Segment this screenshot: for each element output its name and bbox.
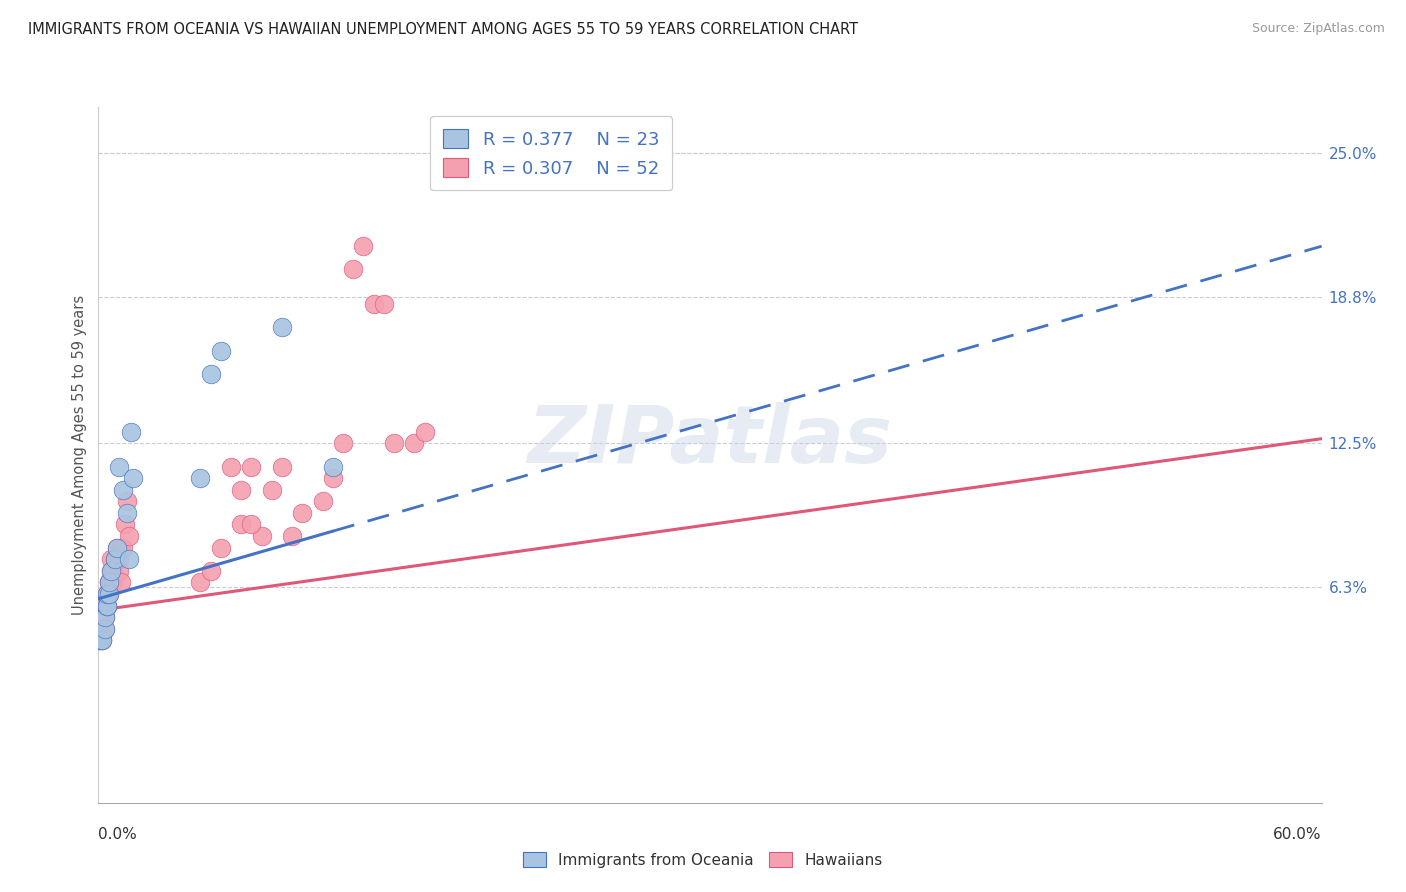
Point — [118, 529, 141, 543]
Point — [240, 459, 263, 474]
Point — [91, 633, 114, 648]
Point — [312, 494, 335, 508]
Text: 60.0%: 60.0% — [1274, 827, 1322, 841]
Point — [382, 436, 405, 450]
Point — [97, 575, 120, 590]
Point — [93, 622, 115, 636]
Text: Source: ZipAtlas.com: Source: ZipAtlas.com — [1251, 22, 1385, 36]
Point — [231, 517, 253, 532]
Point — [209, 541, 232, 555]
Point — [200, 564, 222, 578]
Point — [114, 517, 136, 532]
Point — [100, 564, 122, 578]
Point — [111, 483, 134, 497]
Point — [240, 517, 263, 532]
Point — [373, 297, 395, 311]
Point — [91, 633, 114, 648]
Point — [363, 297, 385, 311]
Point — [96, 587, 118, 601]
Point — [97, 587, 120, 601]
Point — [97, 575, 120, 590]
Point — [101, 564, 124, 578]
Point — [96, 599, 118, 613]
Point — [115, 494, 138, 508]
Point — [122, 471, 145, 485]
Legend: R = 0.377    N = 23, R = 0.307    N = 52: R = 0.377 N = 23, R = 0.307 N = 52 — [430, 116, 672, 190]
Point — [270, 459, 294, 474]
Point — [260, 483, 283, 497]
Point — [89, 622, 111, 636]
Point — [110, 541, 132, 555]
Point — [97, 575, 120, 590]
Point — [342, 262, 364, 277]
Point — [291, 506, 314, 520]
Point — [209, 343, 232, 358]
Point — [352, 239, 374, 253]
Point — [188, 575, 212, 590]
Point — [108, 459, 131, 474]
Y-axis label: Unemployment Among Ages 55 to 59 years: Unemployment Among Ages 55 to 59 years — [72, 295, 87, 615]
Point — [96, 599, 118, 613]
Point — [104, 552, 127, 566]
Point — [413, 425, 436, 439]
Point — [96, 599, 118, 613]
Point — [322, 471, 344, 485]
Point — [120, 425, 142, 439]
Point — [93, 622, 115, 636]
Point — [100, 552, 122, 566]
Text: ZIPatlas: ZIPatlas — [527, 402, 893, 480]
Point — [105, 541, 128, 555]
Point — [97, 587, 120, 601]
Point — [332, 436, 354, 450]
Text: 0.0%: 0.0% — [98, 827, 138, 841]
Legend: Immigrants from Oceania, Hawaiians: Immigrants from Oceania, Hawaiians — [516, 844, 890, 875]
Point — [93, 610, 115, 624]
Point — [118, 552, 141, 566]
Point — [322, 459, 344, 474]
Point — [108, 564, 131, 578]
Point — [93, 599, 115, 613]
Point — [101, 575, 124, 590]
Text: IMMIGRANTS FROM OCEANIA VS HAWAIIAN UNEMPLOYMENT AMONG AGES 55 TO 59 YEARS CORRE: IMMIGRANTS FROM OCEANIA VS HAWAIIAN UNEM… — [28, 22, 858, 37]
Point — [281, 529, 304, 543]
Point — [105, 552, 128, 566]
Point — [115, 506, 138, 520]
Point — [250, 529, 273, 543]
Point — [219, 459, 242, 474]
Point — [110, 575, 132, 590]
Point — [93, 610, 115, 624]
Point — [200, 367, 222, 381]
Point — [96, 587, 118, 601]
Point — [270, 320, 294, 334]
Point — [404, 436, 426, 450]
Point — [108, 552, 131, 566]
Point — [100, 564, 122, 578]
Point — [105, 541, 128, 555]
Point — [188, 471, 212, 485]
Point — [111, 541, 134, 555]
Point — [100, 575, 122, 590]
Point — [89, 633, 111, 648]
Point — [231, 483, 253, 497]
Point — [89, 633, 111, 648]
Point — [96, 587, 118, 601]
Point — [91, 633, 114, 648]
Point — [104, 552, 127, 566]
